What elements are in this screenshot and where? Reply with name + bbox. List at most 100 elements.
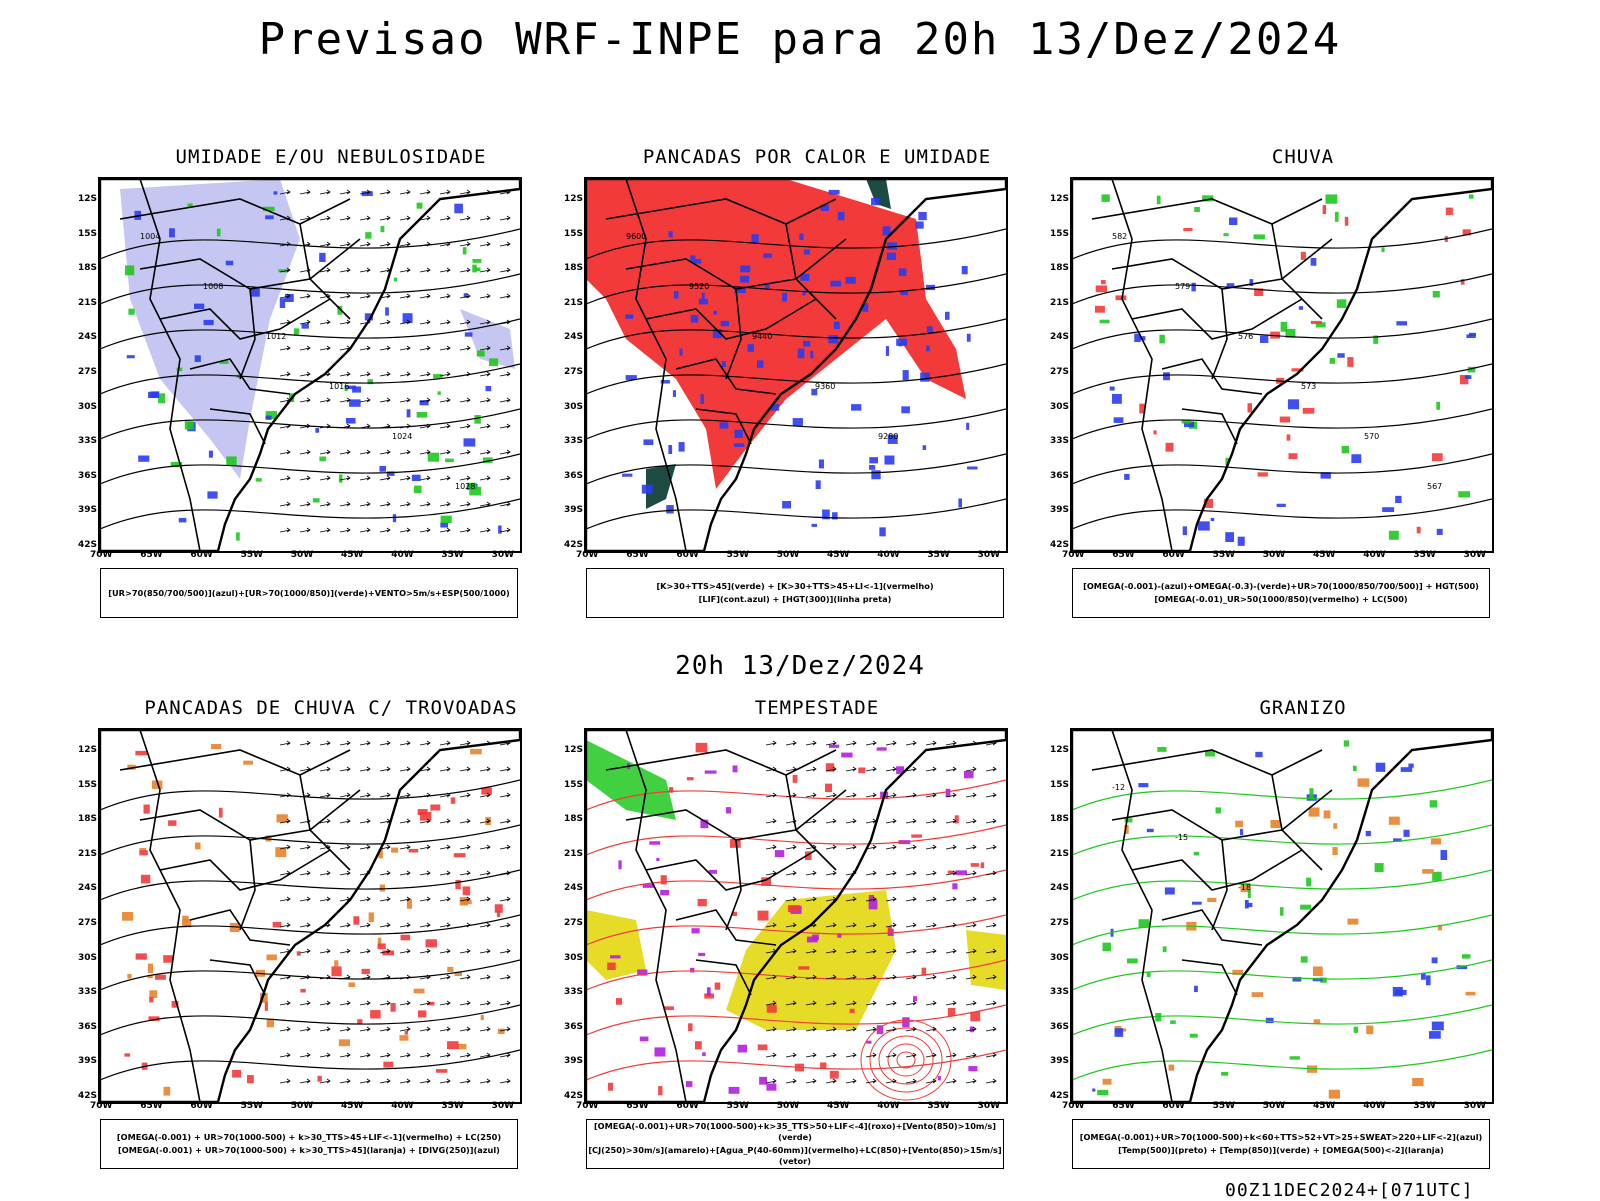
lat-tick-label: 24S [564,332,584,343]
lon-tick-label: 30W [977,1101,1001,1111]
lat-tick-label: 12S [1050,194,1070,204]
lon-tick-label: 70W [576,550,599,560]
contour-label: 9280 [878,432,898,441]
panel-title: UMIDADE E/OU NEBULOSIDADE [175,146,487,168]
panel-storm: TEMPESTADE [OMEGA(-0.001)+UR>70(1000-500… [564,697,1062,1177]
panel-legend: [K>30+TTS>45](verde) + [K>30+TTS>45+LI<-… [586,568,1004,618]
lon-tick-label: 45W [827,1101,850,1111]
lon-tick-label: 45W [827,550,850,560]
lon-tick-label: 35W [441,550,464,560]
lat-tick-label: 27S [1050,918,1070,928]
contour-label: 1016 [329,382,349,391]
lat-tick-label: 39S [564,505,584,516]
panel-hail: GRANIZO -12 -15 -18 [OMEGA(-0.001)+UR>70(1… [1050,697,1548,1177]
contour-label: 1012 [266,332,286,341]
panel-legend: [OMEGA(-0.001)+UR>70(1000-500)+k<60+TTS>… [1072,1119,1490,1169]
contour-label: 573 [1301,382,1316,391]
lat-tick-label: 24S [1050,332,1070,343]
lat-tick-label: 33S [1050,436,1070,447]
lat-tick-label: 33S [78,987,98,998]
legend-line: [OMEGA(-0.001)+UR>70(1000-500)+k>35_TTS>… [593,1121,997,1142]
lat-tick-label: 12S [1050,745,1070,755]
lat-tick-label: 18S [564,814,584,825]
lon-tick-label: 50W [1262,1101,1286,1111]
lat-tick-label: 36S [78,1021,98,1032]
lat-tick-label: 15S [564,779,584,790]
lat-tick-label: 24S [78,332,98,343]
lon-tick-label: 35W [927,1101,950,1111]
lat-tick-label: 39S [78,1056,98,1067]
lat-tick-label: 39S [78,505,98,516]
lat-tick-label: 21S [78,297,98,308]
lon-tick-label: 35W [441,1101,464,1111]
contour-label: 1028 [455,482,475,491]
lat-tick-label: 42S [1050,1091,1070,1101]
contour-label: 576 [1238,332,1253,341]
contour-label: 582 [1112,232,1127,241]
lat-tick-label: 39S [1050,1056,1070,1067]
panel-legend: [OMEGA(-0.001)-(azul)+OMEGA(-0.3)-(verde… [1072,568,1490,618]
lat-tick-label: 21S [1050,848,1070,859]
lon-tick-label: 55W [726,550,750,560]
panel-title: CHUVA [1271,146,1335,168]
lon-tick-label: 40W [1363,1101,1386,1111]
contour-label: 1008 [203,282,223,291]
contour-label: -12 [1112,783,1125,792]
contour-label: -15 [1175,833,1188,842]
panel-legend: [UR>70(850/700/500)](azul)+[UR>70(1000/8… [100,568,518,618]
page-title: Previsao WRF-INPE para 20h 13/Dez/2024 [258,14,1342,65]
panel-legend: [OMEGA(-0.001) + UR>70(1000-500) + k>30_… [100,1119,518,1169]
lon-tick-label: 55W [1212,1101,1236,1111]
lat-tick-label: 36S [78,470,98,481]
panel-title: PANCADAS POR CALOR E UMIDADE [642,146,992,168]
legend-line: [OMEGA(-0.001)-(azul)+OMEGA(-0.3)-(verde… [1083,581,1479,591]
lat-tick-label: 36S [1050,1021,1070,1032]
lat-tick-label: 21S [564,297,584,308]
lon-tick-label: 45W [1313,550,1336,560]
lat-tick-label: 36S [564,470,584,481]
lon-tick-label: 30W [977,550,1001,560]
panel-title: GRANIZO [1259,697,1347,719]
legend-line: [LIF](cont.azul) + [HGT(300)](linha pret… [698,594,892,604]
contour-label: 9440 [752,332,772,341]
panel-title: PANCADAS DE CHUVA C/ TROVOADAS [144,697,518,719]
lat-tick-label: 12S [78,745,98,755]
lat-tick-label: 21S [564,848,584,859]
panel-heat-showers: PANCADAS POR CALOR E UMIDADE 9600 9520 944… [564,146,1062,626]
lat-tick-label: 15S [78,228,98,239]
lon-tick-label: 55W [1212,550,1236,560]
panel-humidity: UMIDADE E/OU NEBULOSIDADE 1004 1008 1012 10… [78,146,576,626]
panel-rain: CHUVA 582 579 576 573 570 567 [OMEGA(-0.001)-… [1050,146,1548,626]
contour-label: 1004 [140,232,160,241]
legend-line: [OMEGA(-0.001) + UR>70(1000-500) + k>30_… [118,1145,500,1155]
lon-tick-label: 55W [240,1101,264,1111]
legend-line: [OMEGA(-0.001)+UR>70(1000-500)+k<60+TTS>… [1079,1132,1483,1142]
lon-tick-label: 55W [240,550,264,560]
lon-tick-label: 35W [927,550,950,560]
legend-line: [Temp(500)](preto) + [Temp(850)](verde) … [1118,1145,1444,1155]
legend-line: [OMEGA(-0.01)_UR>50(1000/850)(vermelho) … [1154,594,1408,604]
lon-tick-label: 70W [90,1101,113,1111]
lon-tick-label: 50W [776,550,800,560]
lat-tick-label: 18S [564,263,584,274]
contour-label: 570 [1364,432,1379,441]
lon-tick-label: 45W [1313,1101,1336,1111]
lat-tick-label: 27S [564,918,584,928]
lat-tick-label: 15S [1050,779,1070,790]
lat-tick-label: 36S [1050,470,1070,481]
lat-tick-label: 30S [564,952,584,963]
lat-tick-label: 18S [1050,263,1070,274]
lat-tick-label: 33S [564,436,584,447]
lat-tick-label: 33S [78,436,98,447]
lon-tick-label: 40W [391,1101,414,1111]
lon-tick-label: 60W [1162,1101,1185,1111]
contour-label: 567 [1427,482,1442,491]
map-thunderstorms [98,728,522,1104]
mid-date-label: 20h 13/Dez/2024 [675,651,925,681]
lat-tick-label: 18S [78,263,98,274]
panel-title: TEMPESTADE [754,697,880,719]
lon-tick-label: 65W [1112,550,1135,560]
lat-tick-label: 42S [564,540,584,550]
lon-tick-label: 60W [1162,550,1185,560]
lon-tick-label: 35W [1413,550,1436,560]
